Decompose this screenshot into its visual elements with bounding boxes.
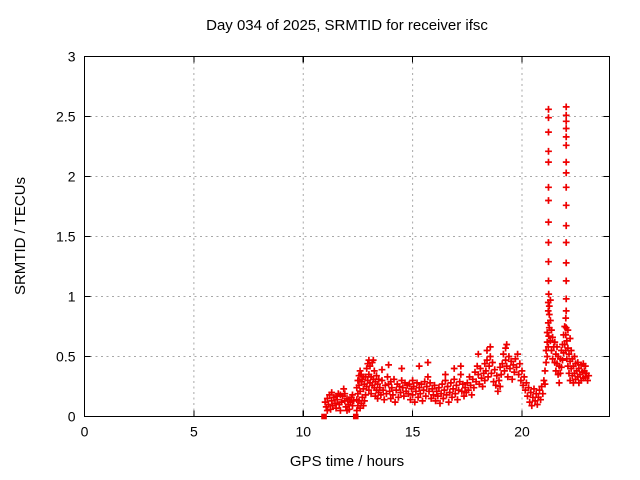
x-tick-label: 20 [514,424,530,440]
chart-title: Day 034 of 2025, SRMTID for receiver ifs… [206,17,488,34]
y-tick-label: 0.5 [56,349,76,365]
scatter-layer [321,103,593,420]
y-tick-label: 2 [68,169,76,185]
y-tick-label: 1.5 [56,229,76,245]
x-tick-label: 0 [81,424,89,440]
axis-layer: 0 5 10 15 20 0 0.5 1 1.5 2 2.5 3 [56,49,611,440]
y-tick-label: 3 [68,49,76,65]
x-tick-label: 5 [190,424,198,440]
x-axis-label: GPS time / hours [290,453,404,470]
x-tick-label: 10 [295,424,311,440]
y-tick-label: 2.5 [56,109,76,125]
grid-layer [84,56,610,417]
scatter-points-plus [321,103,593,414]
y-axis-label: SRMTID / TECUs [12,177,29,295]
y-tick-label: 0 [68,409,76,425]
x-tick-label: 15 [405,424,421,440]
scatter-point-square [321,413,327,420]
scatter-point-square [352,413,359,420]
y-tick-label: 1 [68,289,76,305]
